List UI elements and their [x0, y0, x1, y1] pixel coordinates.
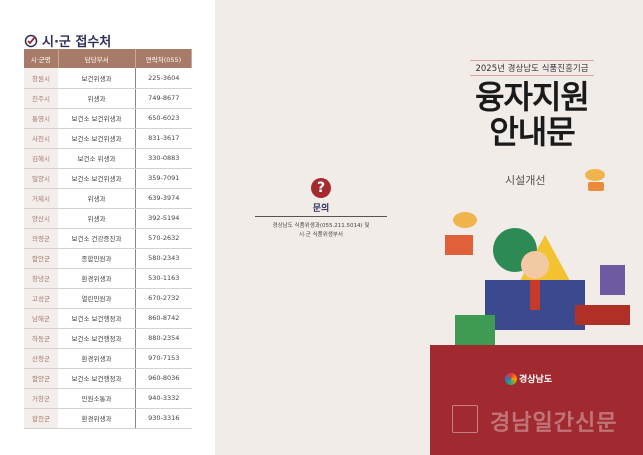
- table-row: 합천군 환경위생과 930-3316: [24, 408, 192, 429]
- department-cell: 보건소 보건행정과: [58, 308, 136, 329]
- phone-cell: 650-6023: [135, 108, 192, 129]
- phone-cell: 359-7091: [135, 168, 192, 189]
- department-cell: 보건소 건강증진과: [58, 228, 136, 249]
- newspaper-icon: [452, 405, 478, 433]
- phone-cell: 831-3617: [135, 128, 192, 149]
- office-table: 시·군명 담당부서 연락처(055) 창원시 보건위생과 225-3604 진주시 위생과 7…: [24, 49, 192, 429]
- section-title: 시·군 접수처: [24, 31, 111, 50]
- table-row: 거제시 위생과 639-3974: [24, 188, 192, 209]
- question-phone-icon: ?: [311, 178, 331, 198]
- check-circle-icon: [24, 34, 38, 47]
- city-cell: 고성군: [24, 288, 58, 309]
- table-row: 김해시 보건소 위생과 330-0883: [24, 148, 192, 169]
- department-cell: 환경위생과: [58, 408, 136, 429]
- table-row: 의령군 보건소 건강증진과 570-2632: [24, 228, 192, 249]
- department-cell: 종합민원과: [58, 248, 136, 269]
- department-cell: 보건소 위생과: [58, 148, 136, 169]
- city-cell: 거제시: [24, 188, 58, 209]
- city-cell: 창원시: [24, 68, 58, 89]
- phone-cell: 749-8677: [135, 88, 192, 109]
- table-row: 남해군 보건소 보건행정과 860-8742: [24, 308, 192, 329]
- table-row: 함안군 종합민원과 580-2343: [24, 248, 192, 269]
- coin-icon: [585, 169, 605, 191]
- phone-cell: 860-8742: [135, 308, 192, 329]
- department-cell: 보건위생과: [58, 68, 136, 89]
- phone-cell: 639-3974: [135, 188, 192, 209]
- phone-cell: 970-7153: [135, 348, 192, 369]
- city-cell: 통영시: [24, 108, 58, 129]
- city-cell: 의령군: [24, 228, 58, 249]
- city-cell: 사천시: [24, 128, 58, 149]
- table-row: 함양군 보건소 보건행정과 960-8036: [24, 368, 192, 389]
- table-row: 고성군 열린민원과 670-2732: [24, 288, 192, 309]
- phone-cell: 570-2632: [135, 228, 192, 249]
- city-cell: 함안군: [24, 248, 58, 269]
- department-cell: 위생과: [58, 208, 136, 229]
- department-cell: 환경위생과: [58, 348, 136, 369]
- cover-illustration: [445, 212, 630, 345]
- cover-bottom-band: [430, 345, 643, 455]
- city-cell: 남해군: [24, 308, 58, 329]
- table-row: 하동군 보건소 보건행정과 880-2354: [24, 328, 192, 349]
- city-cell: 진주시: [24, 88, 58, 109]
- phone-cell: 960-8036: [135, 368, 192, 389]
- table-row: 통영시 보건소 보건위생과 650-6023: [24, 108, 192, 129]
- phone-cell: 530-1163: [135, 268, 192, 289]
- category-label: 시설개선: [505, 174, 546, 187]
- table-row: 밀양시 보건소 보건위생과 359-7091: [24, 168, 192, 189]
- department-cell: 위생과: [58, 88, 136, 109]
- city-cell: 밀양시: [24, 168, 58, 189]
- department-cell: 보건소 보건위생과: [58, 168, 136, 189]
- table-row: 거창군 민원소통과 940-3332: [24, 388, 192, 409]
- city-cell: 김해시: [24, 148, 58, 169]
- cover-title: 융자지원 안내문: [475, 78, 590, 151]
- cover-subtitle: 2025년 경상남도 식품진흥기금: [470, 60, 594, 76]
- city-cell: 양산시: [24, 208, 58, 229]
- phone-cell: 930-3316: [135, 408, 192, 429]
- department-cell: 민원소통과: [58, 388, 136, 409]
- department-cell: 열린민원과: [58, 288, 136, 309]
- logo-emblem-icon: [505, 372, 517, 385]
- table-row: 산청군 환경위생과 970-7153: [24, 348, 192, 369]
- department-cell: 보건소 보건행정과: [58, 368, 136, 389]
- phone-cell: 580-2343: [135, 248, 192, 269]
- table-row: 양산시 위생과 392-5194: [24, 208, 192, 229]
- department-cell: 위생과: [58, 188, 136, 209]
- column-header: 시·군명: [24, 49, 59, 68]
- table-row: 진주시 위생과 749-8677: [24, 88, 192, 109]
- city-cell: 산청군: [24, 348, 58, 369]
- table-row: 창녕군 환경위생과 530-1163: [24, 268, 192, 289]
- city-cell: 창녕군: [24, 268, 58, 289]
- phone-cell: 225-3604: [135, 68, 192, 89]
- department-cell: 보건소 보건위생과: [58, 128, 136, 149]
- column-header: 연락처(055): [135, 49, 192, 68]
- phone-cell: 330-0883: [135, 148, 192, 169]
- department-cell: 보건소 보건행정과: [58, 328, 136, 349]
- department-cell: 환경위생과: [58, 268, 136, 289]
- phone-cell: 880-2354: [135, 328, 192, 349]
- divider: [255, 216, 387, 217]
- city-cell: 하동군: [24, 328, 58, 349]
- phone-cell: 392-5194: [135, 208, 192, 229]
- phone-cell: 940-3332: [135, 388, 192, 409]
- gyeongnam-logo: 경상남도: [505, 372, 552, 385]
- column-header: 담당부서: [58, 49, 136, 68]
- phone-cell: 670-2732: [135, 288, 192, 309]
- city-cell: 거창군: [24, 388, 58, 409]
- city-cell: 합천군: [24, 408, 58, 429]
- contact-table-panel: 시·군 접수처 시·군명 담당부서 연락처(055) 창원시 보건위생과 225-360…: [0, 0, 215, 455]
- table-row: 창원시 보건위생과 225-3604: [24, 68, 192, 89]
- watermark: 경남일간신문: [490, 411, 618, 436]
- department-cell: 보건소 보건위생과: [58, 108, 136, 129]
- city-cell: 함양군: [24, 368, 58, 389]
- table-row: 사천시 보건소 보건위생과 831-3617: [24, 128, 192, 149]
